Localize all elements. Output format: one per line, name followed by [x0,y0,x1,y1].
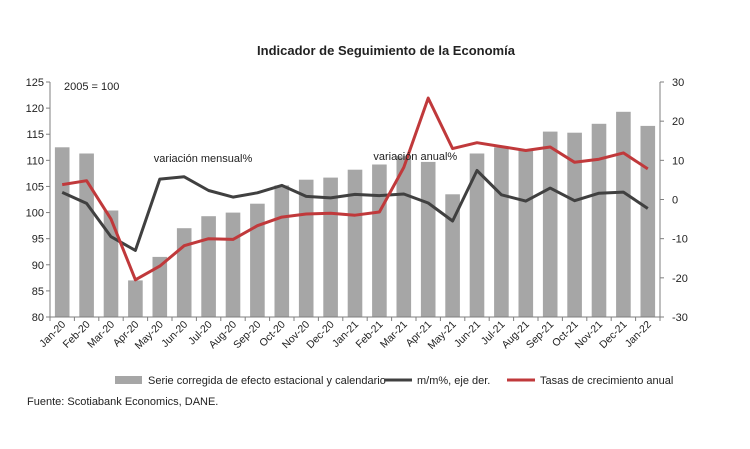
y-right-tick-label: 10 [672,155,684,167]
y-right-tick-label: -30 [672,312,688,324]
bar [79,153,94,317]
bar [591,123,607,317]
y-right-tick-label: -20 [672,273,688,285]
x-tick-label: Mar-21 [378,319,410,351]
bar [128,280,143,317]
x-tick-label: Jun-21 [452,319,483,350]
bar [250,203,265,317]
y-left-tick-label: 100 [26,208,44,220]
bar [225,212,241,317]
legend: Serie corregida de efecto estacional y c… [115,375,673,387]
bar [469,153,485,317]
x-tick-label: Mar-20 [85,319,117,351]
legend-label: m/m%, eje der. [417,375,490,387]
annotation-label: variación anual% [373,151,457,163]
y-left-tick-label: 90 [32,260,44,272]
bar [274,185,290,317]
line-series [61,96,649,282]
legend-swatch [115,376,142,384]
bar [201,216,216,317]
y-left-tick-label: 105 [26,181,44,193]
x-tick-label: Sep-21 [524,319,557,352]
bar [567,132,582,317]
bar [347,169,363,317]
legend-label: Serie corregida de efecto estacional y c… [148,375,386,387]
bar [445,194,460,317]
y-left-tick-label: 120 [26,103,44,115]
y-left-tick-label: 80 [32,312,44,324]
x-tick-label: Jun-20 [159,319,190,350]
bar [542,131,558,317]
x-tick-label: Dec-21 [597,319,630,352]
series-line [61,96,649,282]
bar [518,149,534,317]
y-left-tick-label: 85 [32,286,44,298]
y-right-tick-label: -10 [672,234,688,246]
bar [176,228,192,317]
bar [494,147,509,317]
annotations: variación mensual% variación anual% [154,151,458,165]
y-left-tick-label: 95 [32,234,44,246]
bar [103,210,119,317]
chart-title: Indicador de Seguimiento de la Economía [257,43,516,58]
y-right-tick-label: 20 [672,116,684,128]
source-note: Fuente: Scotiabank Economics, DANE. [27,396,219,408]
bar [372,164,387,317]
bar [54,147,70,317]
annotation-label: variación mensual% [154,153,253,165]
y-left-tick-label: 115 [26,129,44,141]
x-tick-label: Dec-20 [304,319,337,352]
bar [152,256,168,317]
bar [420,161,436,317]
x-tick-label: Jan-22 [623,319,654,350]
x-tick-label: Sep-20 [231,319,264,352]
legend-label: Tasas de crecimiento anual [540,375,673,387]
bar [616,111,631,317]
y-left-tick-label: 125 [26,77,44,89]
bar [396,156,412,317]
bar [298,179,314,317]
y-left-tick-label: 110 [26,155,44,167]
y-right-tick-label: 30 [672,77,684,89]
base-note: 2005 = 100 [64,81,119,93]
bar [640,125,656,318]
series-line [61,169,649,252]
y-right-tick-label: 0 [672,195,678,207]
